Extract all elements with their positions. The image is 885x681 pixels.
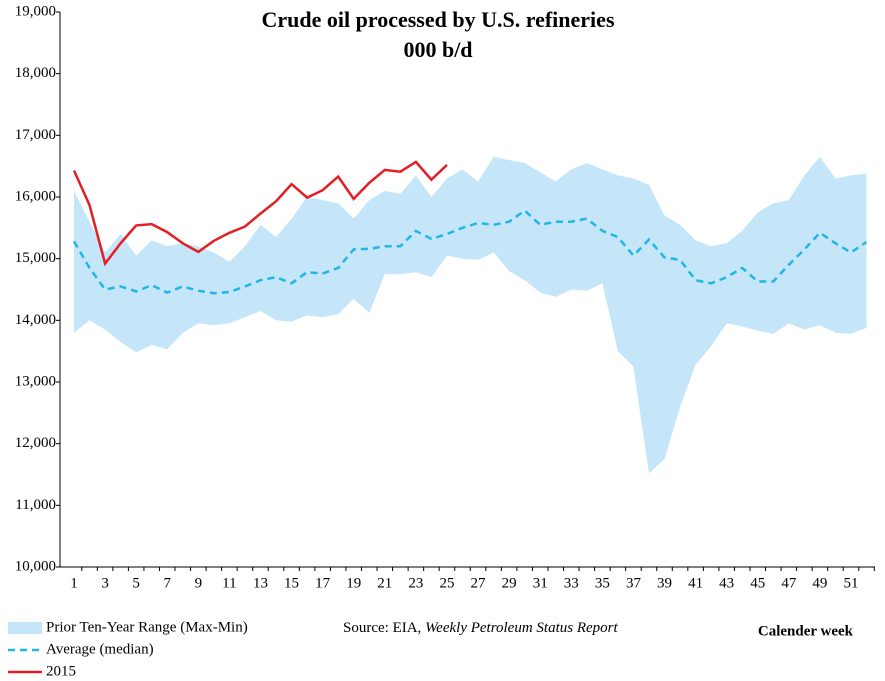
y-tick-label: 11,000	[15, 497, 56, 513]
legend-label: 2015	[46, 663, 76, 679]
chart-title: Crude oil processed by U.S. refineries	[262, 7, 615, 32]
x-tick-label: 47	[781, 575, 797, 591]
y-tick-label: 15,000	[15, 250, 56, 266]
y-tick-label: 12,000	[15, 435, 56, 451]
average-line	[72, 208, 868, 295]
x-tick-label: 51	[844, 575, 859, 591]
y-tick-label: 14,000	[15, 312, 56, 328]
y-tick-label: 13,000	[15, 373, 56, 389]
x-tick-label: 37	[626, 575, 642, 591]
source-note: Source: EIA, Weekly Petroleum Status Rep…	[343, 617, 633, 639]
y-tick-label: 16,000	[15, 188, 56, 204]
x-tick-label: 23	[408, 575, 423, 591]
x-tick-label: 35	[595, 575, 610, 591]
x-tick-label: 31	[533, 575, 548, 591]
x-tick-label: 17	[315, 575, 331, 591]
x-tick-label: 49	[812, 575, 827, 591]
x-tick-label: 27	[471, 575, 487, 591]
x-tick-label: 33	[564, 575, 579, 591]
y-tick-label: 10,000	[15, 558, 56, 574]
source-title: Weekly Petroleum Status Report	[425, 620, 618, 636]
x-tick-label: 41	[688, 575, 703, 591]
source-prefix: Source: EIA,	[343, 620, 426, 636]
x-tick-label: 7	[163, 575, 171, 591]
x-tick-label: 39	[657, 575, 672, 591]
y-tick-label: 17,000	[15, 127, 56, 143]
x-tick-label: 43	[719, 575, 734, 591]
series-line	[72, 160, 448, 267]
x-tick-label: 9	[195, 575, 203, 591]
y-tick-label: 19,000	[15, 3, 56, 19]
legend-swatch	[8, 622, 42, 634]
x-tick-label: 21	[377, 575, 392, 591]
x-tick-label: 29	[502, 575, 517, 591]
x-tick-label: 13	[253, 575, 268, 591]
range-band	[74, 156, 867, 474]
x-tick-label: 45	[750, 575, 765, 591]
x-axis-label: Calender week	[758, 623, 854, 639]
x-tick-label: 3	[101, 575, 109, 591]
legend-label: Average (median)	[46, 641, 154, 657]
x-tick-label: 5	[132, 575, 140, 591]
legend-label: Prior Ten-Year Range (Max-Min)	[46, 619, 248, 635]
x-tick-label: 19	[346, 575, 361, 591]
x-tick-label: 11	[222, 575, 236, 591]
x-tick-label: 1	[70, 575, 78, 591]
x-tick-label: 25	[439, 575, 454, 591]
x-tick-label: 15	[284, 575, 299, 591]
y-tick-label: 18,000	[15, 65, 56, 81]
chart-subtitle: 000 b/d	[403, 37, 472, 62]
